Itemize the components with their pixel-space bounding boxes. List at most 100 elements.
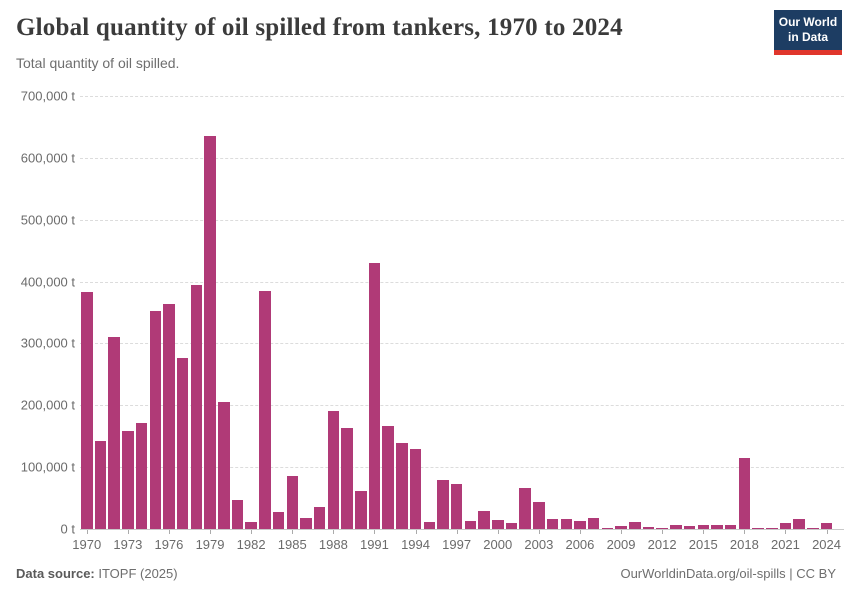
x-axis-label: 1985	[277, 537, 307, 552]
bar-2017[interactable]	[724, 525, 737, 529]
y-axis-label: 100,000 t	[20, 459, 75, 475]
bar-1980[interactable]	[218, 402, 230, 529]
bar-2004[interactable]	[546, 519, 559, 529]
y-axis-label: 400,000 t	[20, 274, 75, 290]
y-axis-label: 300,000 t	[20, 335, 75, 351]
bar-1993[interactable]	[396, 443, 408, 529]
bar-1989[interactable]	[341, 428, 353, 529]
x-axis-tick	[538, 530, 540, 534]
x-axis-label: 2021	[770, 537, 800, 552]
x-axis-label: 1970	[72, 537, 102, 552]
bar-1995[interactable]	[423, 522, 435, 529]
bar-1990[interactable]	[355, 491, 367, 529]
gridline-700000	[80, 96, 844, 97]
gridline-500000	[80, 219, 844, 221]
bar-2010[interactable]	[629, 522, 641, 529]
bar-1996[interactable]	[437, 480, 449, 529]
bar-1974[interactable]	[135, 423, 148, 529]
bar-1991[interactable]	[368, 263, 381, 529]
bar-1976[interactable]	[163, 304, 175, 529]
bar-2002[interactable]	[519, 488, 531, 529]
y-axis-label: 0 t	[60, 521, 75, 537]
x-axis-tick	[579, 530, 581, 534]
bar-1984[interactable]	[272, 512, 285, 529]
bar-1994[interactable]	[409, 449, 422, 529]
x-axis-label: 1988	[318, 537, 348, 552]
x-axis-tick	[497, 530, 499, 534]
x-axis-label: 2018	[729, 537, 759, 552]
attribution-link[interactable]: OurWorldinData.org/oil-spills | CC BY	[620, 566, 836, 581]
x-axis-tick	[86, 530, 88, 534]
bar-1983[interactable]	[259, 291, 271, 529]
x-axis-label: 1979	[195, 537, 225, 552]
data-source-note: Data source: ITOPF (2025)	[16, 566, 178, 581]
x-axis-label: 1994	[401, 537, 430, 552]
x-axis-tick	[333, 530, 335, 534]
x-axis-tick	[744, 530, 746, 534]
bar-1999[interactable]	[478, 511, 490, 529]
bar-1975[interactable]	[149, 311, 161, 529]
x-axis-tick	[621, 530, 623, 534]
x-axis-label: 2006	[565, 537, 595, 552]
owid-logo[interactable]: Our World in Data	[774, 10, 842, 55]
bar-1985[interactable]	[286, 476, 298, 529]
x-axis-label: 2003	[524, 537, 554, 552]
bar-2023[interactable]	[807, 528, 819, 529]
bar-2007[interactable]	[587, 518, 600, 529]
x-axis-label: 2000	[483, 537, 513, 552]
bar-2018[interactable]	[738, 458, 751, 529]
y-axis-label: 700,000 t	[20, 88, 75, 104]
x-axis-tick	[292, 530, 294, 534]
bar-1972[interactable]	[108, 337, 120, 529]
bar-2013[interactable]	[670, 525, 682, 529]
bar-2024[interactable]	[820, 523, 833, 529]
gridline-600000	[80, 157, 844, 159]
bar-2011[interactable]	[642, 527, 655, 529]
bar-2009[interactable]	[615, 526, 627, 529]
x-axis-label: 1991	[359, 537, 389, 552]
bar-2012[interactable]	[656, 528, 668, 529]
x-axis-label: 2009	[606, 537, 636, 552]
bar-2022[interactable]	[793, 519, 805, 529]
bar-2020[interactable]	[766, 528, 778, 529]
bar-1986[interactable]	[300, 518, 312, 529]
x-axis-tick	[168, 530, 170, 534]
gridline-200000	[80, 405, 844, 407]
bar-2021[interactable]	[779, 523, 792, 529]
x-axis-tick	[785, 530, 787, 534]
bar-2015[interactable]	[697, 525, 709, 529]
bar-1988[interactable]	[327, 411, 340, 529]
bar-2014[interactable]	[683, 526, 696, 529]
bar-1979[interactable]	[204, 136, 216, 529]
bar-1981[interactable]	[231, 500, 244, 529]
bar-1987[interactable]	[313, 507, 326, 529]
bar-2008[interactable]	[601, 528, 614, 529]
bar-1992[interactable]	[382, 426, 394, 529]
y-axis-label: 500,000 t	[20, 212, 75, 228]
bar-1973[interactable]	[122, 431, 134, 529]
owid-logo-line2: in Data	[787, 30, 828, 44]
bar-2001[interactable]	[505, 523, 518, 529]
bar-2016[interactable]	[711, 525, 723, 529]
x-axis-label: 1973	[113, 537, 143, 552]
x-axis-label: 1976	[154, 537, 184, 552]
bar-1997[interactable]	[450, 484, 463, 529]
bar-1998[interactable]	[464, 521, 477, 529]
x-axis-label: 1997	[442, 537, 472, 552]
bar-1977[interactable]	[176, 358, 189, 529]
bar-1982[interactable]	[245, 522, 257, 529]
x-axis-tick	[826, 530, 828, 534]
bar-1978[interactable]	[190, 285, 203, 529]
bar-2003[interactable]	[533, 502, 545, 529]
gridline-300000	[80, 343, 844, 345]
x-axis-tick	[127, 530, 129, 534]
bar-2006[interactable]	[574, 521, 586, 529]
bar-1970[interactable]	[81, 292, 93, 529]
y-axis-label: 600,000 t	[20, 150, 75, 166]
bar-2000[interactable]	[492, 520, 504, 529]
bar-2019[interactable]	[752, 528, 764, 529]
bar-2005[interactable]	[560, 519, 572, 529]
x-axis-label: 1982	[236, 537, 266, 552]
bar-1971[interactable]	[94, 441, 107, 529]
